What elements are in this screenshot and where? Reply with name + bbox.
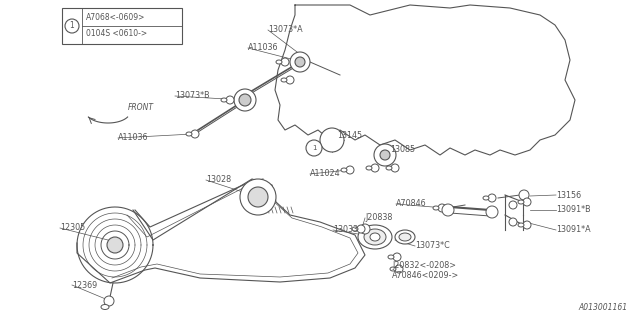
Ellipse shape [281, 78, 287, 82]
Circle shape [286, 76, 294, 84]
Text: A7068<-0609>: A7068<-0609> [86, 13, 145, 22]
Circle shape [371, 164, 379, 172]
Ellipse shape [386, 166, 392, 170]
Ellipse shape [276, 60, 282, 64]
Text: 13073*A: 13073*A [268, 26, 303, 35]
Circle shape [488, 194, 496, 202]
Text: 0104S <0610->: 0104S <0610-> [86, 29, 147, 38]
Ellipse shape [483, 196, 489, 200]
Circle shape [248, 187, 268, 207]
Text: J20838: J20838 [365, 213, 392, 222]
Text: A013001161: A013001161 [579, 303, 628, 312]
Ellipse shape [221, 98, 227, 102]
Circle shape [523, 198, 531, 206]
Circle shape [104, 296, 114, 306]
Text: 13085: 13085 [390, 146, 415, 155]
Text: 1: 1 [70, 21, 74, 30]
Circle shape [519, 190, 529, 200]
Circle shape [442, 204, 454, 216]
Ellipse shape [399, 233, 411, 241]
Circle shape [306, 140, 322, 156]
Ellipse shape [366, 166, 372, 170]
Ellipse shape [358, 225, 392, 249]
Circle shape [295, 57, 305, 67]
Text: A70846: A70846 [396, 199, 427, 209]
Ellipse shape [341, 168, 347, 172]
Text: A11036: A11036 [118, 133, 148, 142]
Ellipse shape [388, 255, 394, 259]
Circle shape [395, 265, 403, 273]
Circle shape [320, 128, 344, 152]
Circle shape [380, 150, 390, 160]
Circle shape [360, 224, 370, 234]
Circle shape [107, 237, 123, 253]
Text: 13033: 13033 [333, 226, 358, 235]
Ellipse shape [518, 223, 524, 227]
Ellipse shape [101, 305, 109, 309]
Circle shape [438, 204, 446, 212]
Text: 13091*A: 13091*A [556, 226, 591, 235]
Circle shape [509, 201, 517, 209]
Ellipse shape [370, 233, 380, 241]
Ellipse shape [518, 200, 524, 204]
Circle shape [240, 179, 276, 215]
Text: A11036: A11036 [248, 44, 278, 52]
Text: J20832<-0208>: J20832<-0208> [392, 260, 456, 269]
Circle shape [281, 58, 289, 66]
Ellipse shape [352, 227, 358, 231]
Bar [62, 8, 182, 44]
Circle shape [391, 164, 399, 172]
Text: 13091*B: 13091*B [556, 205, 591, 214]
Text: 13073*C: 13073*C [415, 242, 450, 251]
Ellipse shape [364, 229, 386, 245]
Circle shape [226, 96, 234, 104]
Text: 12369: 12369 [72, 281, 97, 290]
Ellipse shape [433, 206, 439, 210]
Text: A11024: A11024 [310, 170, 340, 179]
Text: 13073*B: 13073*B [175, 92, 210, 100]
Circle shape [346, 166, 354, 174]
Text: 1: 1 [312, 145, 316, 151]
Circle shape [191, 130, 199, 138]
Text: 13156: 13156 [556, 190, 581, 199]
Ellipse shape [186, 132, 192, 136]
Text: FRONT: FRONT [128, 103, 154, 113]
Circle shape [374, 144, 396, 166]
Ellipse shape [390, 267, 396, 271]
Circle shape [234, 89, 256, 111]
Circle shape [486, 206, 498, 218]
Circle shape [509, 218, 517, 226]
Ellipse shape [395, 230, 415, 244]
Circle shape [523, 221, 531, 229]
Circle shape [290, 52, 310, 72]
Text: A70846<0209->: A70846<0209-> [392, 271, 460, 281]
Circle shape [357, 225, 365, 233]
Text: 12305: 12305 [60, 223, 85, 233]
Circle shape [239, 94, 251, 106]
Circle shape [65, 19, 79, 33]
Text: 13145: 13145 [337, 132, 362, 140]
Circle shape [393, 253, 401, 261]
Text: 13028: 13028 [206, 175, 231, 185]
